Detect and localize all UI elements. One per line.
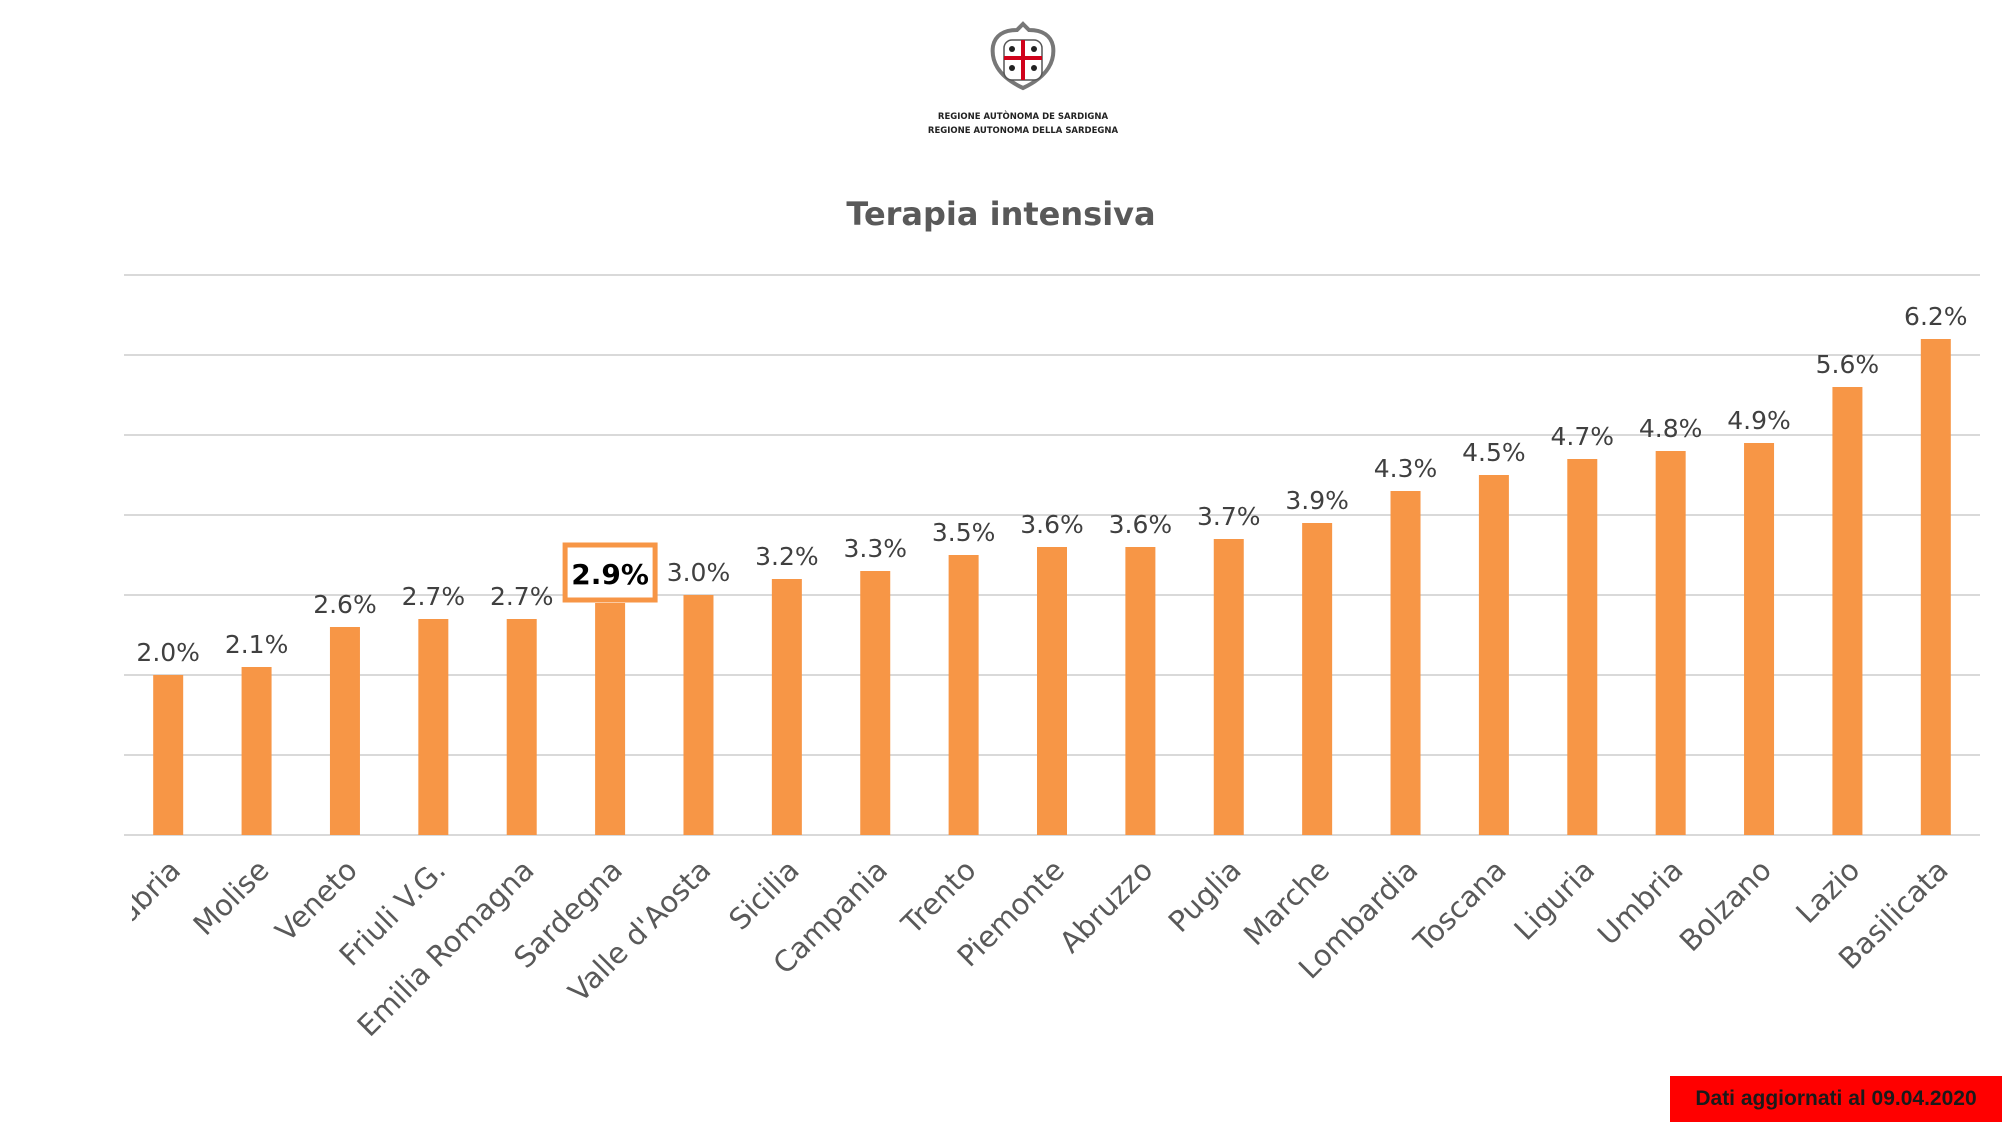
bar-umbria — [1655, 451, 1686, 835]
data-label: 3.6% — [1020, 510, 1084, 539]
data-label: 3.0% — [667, 558, 731, 587]
bar-basilicata — [1920, 339, 1951, 835]
data-label: 4.9% — [1727, 406, 1791, 435]
category-label: Calabria — [78, 853, 187, 962]
data-label: 3.5% — [932, 518, 996, 547]
chart-title: Terapia intensiva — [846, 195, 1155, 233]
data-label: 4.7% — [1551, 422, 1615, 451]
bar-puglia — [1213, 539, 1244, 835]
bar-sicilia — [771, 579, 802, 835]
bar-toscana — [1478, 475, 1509, 835]
data-label: 3.3% — [843, 534, 907, 563]
bar-piemonte — [1037, 547, 1067, 835]
category-label: Abruzzo — [1053, 853, 1160, 960]
logo-line-1: REGIONE AUTÒNOMA DE SARDIGNA — [938, 110, 1109, 122]
data-label: 4.3% — [1374, 454, 1438, 483]
category-label: Sicilia — [722, 853, 806, 937]
data-label: 2.7% — [402, 582, 466, 611]
data-label: 2.9% — [571, 558, 649, 591]
bar-veneto — [329, 627, 360, 835]
bar-friuli-v-g- — [418, 619, 449, 835]
data-label: 5.6% — [1816, 350, 1880, 379]
data-label: 4.5% — [1462, 438, 1526, 467]
bar-valle-d-aosta — [683, 595, 714, 835]
bar-marche — [1302, 523, 1333, 835]
logo: REGIONE AUTÒNOMA DE SARDIGNA REGIONE AUT… — [928, 21, 1119, 136]
data-label: 3.2% — [755, 542, 819, 571]
category-label: Puglia — [1162, 853, 1248, 939]
bar-liguria — [1567, 459, 1598, 835]
data-label: 2.0% — [136, 638, 200, 667]
data-label: 3.7% — [1197, 502, 1261, 531]
bar-abruzzo — [1125, 547, 1156, 835]
category-label: Liguria — [1507, 853, 1601, 947]
bar-lombardia — [1390, 491, 1421, 835]
bar-emilia-romagna — [506, 619, 537, 835]
update-note: Dati aggiornati al 09.04.2020 — [1670, 1076, 2002, 1122]
bar-campania — [860, 571, 891, 835]
bar-lazio — [1832, 387, 1863, 835]
data-label: 2.6% — [313, 590, 377, 619]
category-label: Lazio — [1789, 853, 1866, 930]
highlight-box — [562, 542, 658, 603]
bar-bolzano — [1744, 443, 1775, 835]
data-label: 4.8% — [1639, 414, 1703, 443]
bar-molise — [241, 667, 272, 835]
category-label: Trento — [894, 853, 982, 941]
data-label: 6.2% — [1904, 302, 1968, 331]
bar-calabria — [153, 675, 184, 835]
category-label: Molise — [187, 853, 276, 942]
category-label: Toscana — [1406, 853, 1512, 959]
data-label: 2.7% — [490, 582, 554, 611]
category-label: Bolzano — [1673, 853, 1778, 958]
logo-line-2: REGIONE AUTONOMA DELLA SARDEGNA — [928, 126, 1119, 136]
data-label: 3.6% — [1109, 510, 1173, 539]
data-label: 2.1% — [225, 630, 289, 659]
bar-sardegna — [595, 603, 626, 835]
bar-trento — [948, 555, 979, 835]
data-label: 3.9% — [1285, 486, 1349, 515]
